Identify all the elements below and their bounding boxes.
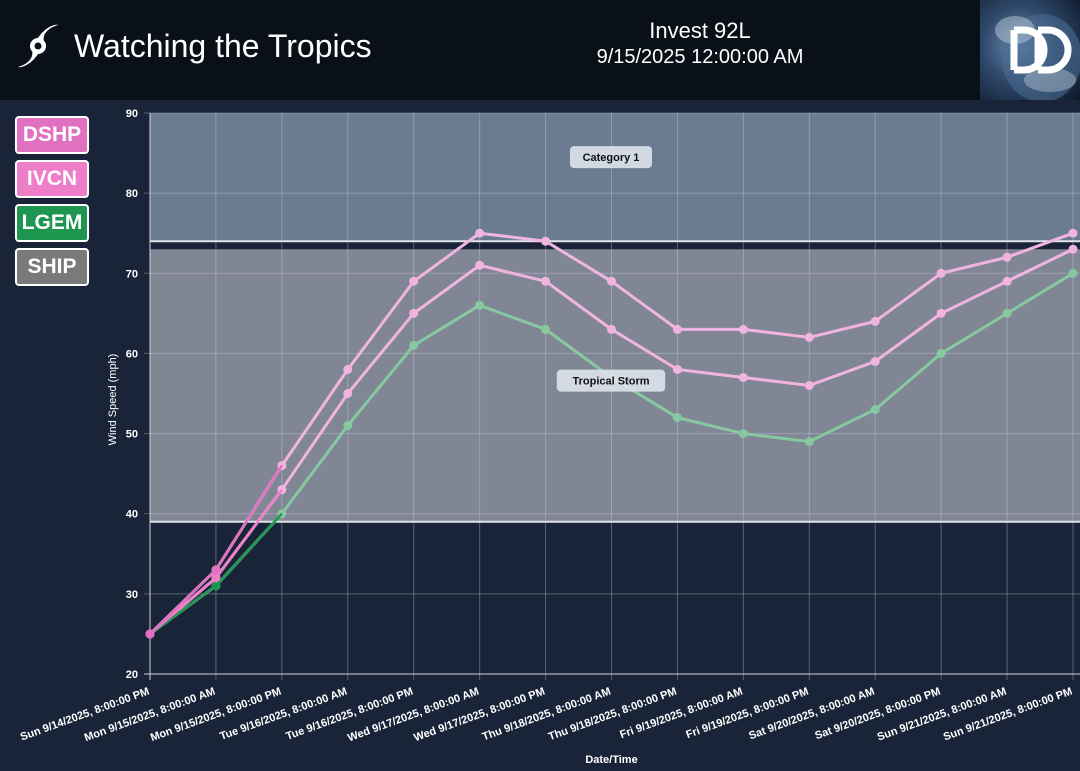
legend-item-dshp[interactable]: DSHP bbox=[15, 116, 89, 154]
data-point-dshp bbox=[804, 332, 814, 342]
data-point-lgem bbox=[936, 348, 946, 358]
data-point-ivcn bbox=[409, 308, 419, 318]
y-tick-label: 80 bbox=[126, 188, 138, 200]
app-title: Watching the Tropics bbox=[74, 27, 372, 64]
hurricane-icon bbox=[18, 24, 58, 68]
data-point-dshp bbox=[475, 228, 485, 238]
header-bar: Watching the Tropics Invest 92L 9/15/202… bbox=[0, 0, 1080, 100]
y-tick-label: 70 bbox=[126, 268, 138, 280]
site-logo: DD bbox=[980, 0, 1080, 100]
storm-name: Invest 92L bbox=[649, 18, 751, 43]
data-point-lgem bbox=[1002, 308, 1012, 318]
data-point-ivcn bbox=[936, 308, 946, 318]
data-point-lgem bbox=[804, 437, 814, 447]
band-category-1 bbox=[150, 113, 1080, 242]
data-point-ivcn bbox=[607, 324, 616, 334]
data-point-ivcn bbox=[541, 276, 551, 286]
y-tick-label: 30 bbox=[126, 589, 138, 601]
data-point-lgem bbox=[1068, 268, 1078, 278]
data-point-ivcn bbox=[804, 380, 814, 390]
y-tick-label: 40 bbox=[126, 509, 138, 521]
y-tick-label: 20 bbox=[126, 669, 138, 681]
x-axis-label: Date/Time bbox=[585, 754, 637, 766]
y-tick-label: 90 bbox=[126, 108, 138, 120]
data-point-lgem bbox=[343, 421, 353, 431]
model-legend: DSHP IVCN LGEM SHIP bbox=[15, 116, 89, 292]
band-label-box bbox=[556, 369, 666, 392]
band-label-box bbox=[570, 146, 652, 169]
data-point-lgem bbox=[738, 429, 748, 439]
data-point-dshp bbox=[672, 324, 682, 334]
data-point-ivcn bbox=[672, 364, 682, 374]
data-point-lgem bbox=[211, 581, 221, 591]
data-point-dshp bbox=[211, 565, 221, 575]
legend-item-ship[interactable]: SHIP bbox=[15, 248, 89, 286]
x-tick-label: Sat 9/20/2025, 8:00:00 AM bbox=[747, 686, 876, 743]
data-point-dshp bbox=[409, 276, 419, 286]
data-point-ivcn bbox=[738, 372, 748, 382]
data-point-lgem bbox=[870, 405, 880, 415]
band-label: Category 1 bbox=[583, 152, 640, 164]
brand: Watching the Tropics bbox=[16, 22, 372, 70]
data-point-ivcn bbox=[870, 356, 880, 366]
data-point-dshp bbox=[870, 316, 880, 326]
data-point-ivcn bbox=[1068, 244, 1078, 254]
data-point-dshp bbox=[145, 629, 155, 639]
data-point-dshp bbox=[738, 324, 748, 334]
data-point-dshp bbox=[1068, 228, 1078, 238]
data-point-lgem bbox=[409, 340, 419, 350]
data-point-lgem bbox=[672, 413, 682, 423]
data-point-ivcn bbox=[343, 389, 353, 398]
y-tick-label: 50 bbox=[126, 429, 138, 441]
storm-info: Invest 92L 9/15/2025 12:00:00 AM bbox=[500, 18, 900, 69]
y-tick-label: 60 bbox=[126, 348, 138, 360]
band-label: Tropical Storm bbox=[572, 376, 649, 388]
x-tick-label: Fri 9/19/2025, 8:00:00 AM bbox=[618, 686, 744, 742]
data-point-lgem bbox=[475, 300, 485, 310]
x-tick-label: Sun 9/21/2025, 8:00:00 PM bbox=[942, 686, 1074, 744]
y-axis-label: Wind Speed (mph) bbox=[107, 354, 119, 446]
data-point-ivcn bbox=[1002, 276, 1012, 286]
legend-item-lgem[interactable]: LGEM bbox=[15, 204, 89, 242]
data-point-dshp bbox=[541, 236, 551, 246]
data-point-ivcn bbox=[475, 260, 485, 270]
legend-item-ivcn[interactable]: IVCN bbox=[15, 160, 89, 198]
data-point-dshp bbox=[936, 268, 946, 278]
data-point-dshp bbox=[1002, 252, 1012, 262]
data-point-dshp bbox=[607, 276, 616, 286]
forecast-timestamp: 9/15/2025 12:00:00 AM bbox=[596, 46, 804, 68]
data-point-ivcn bbox=[211, 573, 221, 583]
data-point-dshp bbox=[343, 364, 353, 374]
dd-logo-icon: DD bbox=[995, 14, 1080, 100]
data-point-lgem bbox=[541, 324, 551, 334]
